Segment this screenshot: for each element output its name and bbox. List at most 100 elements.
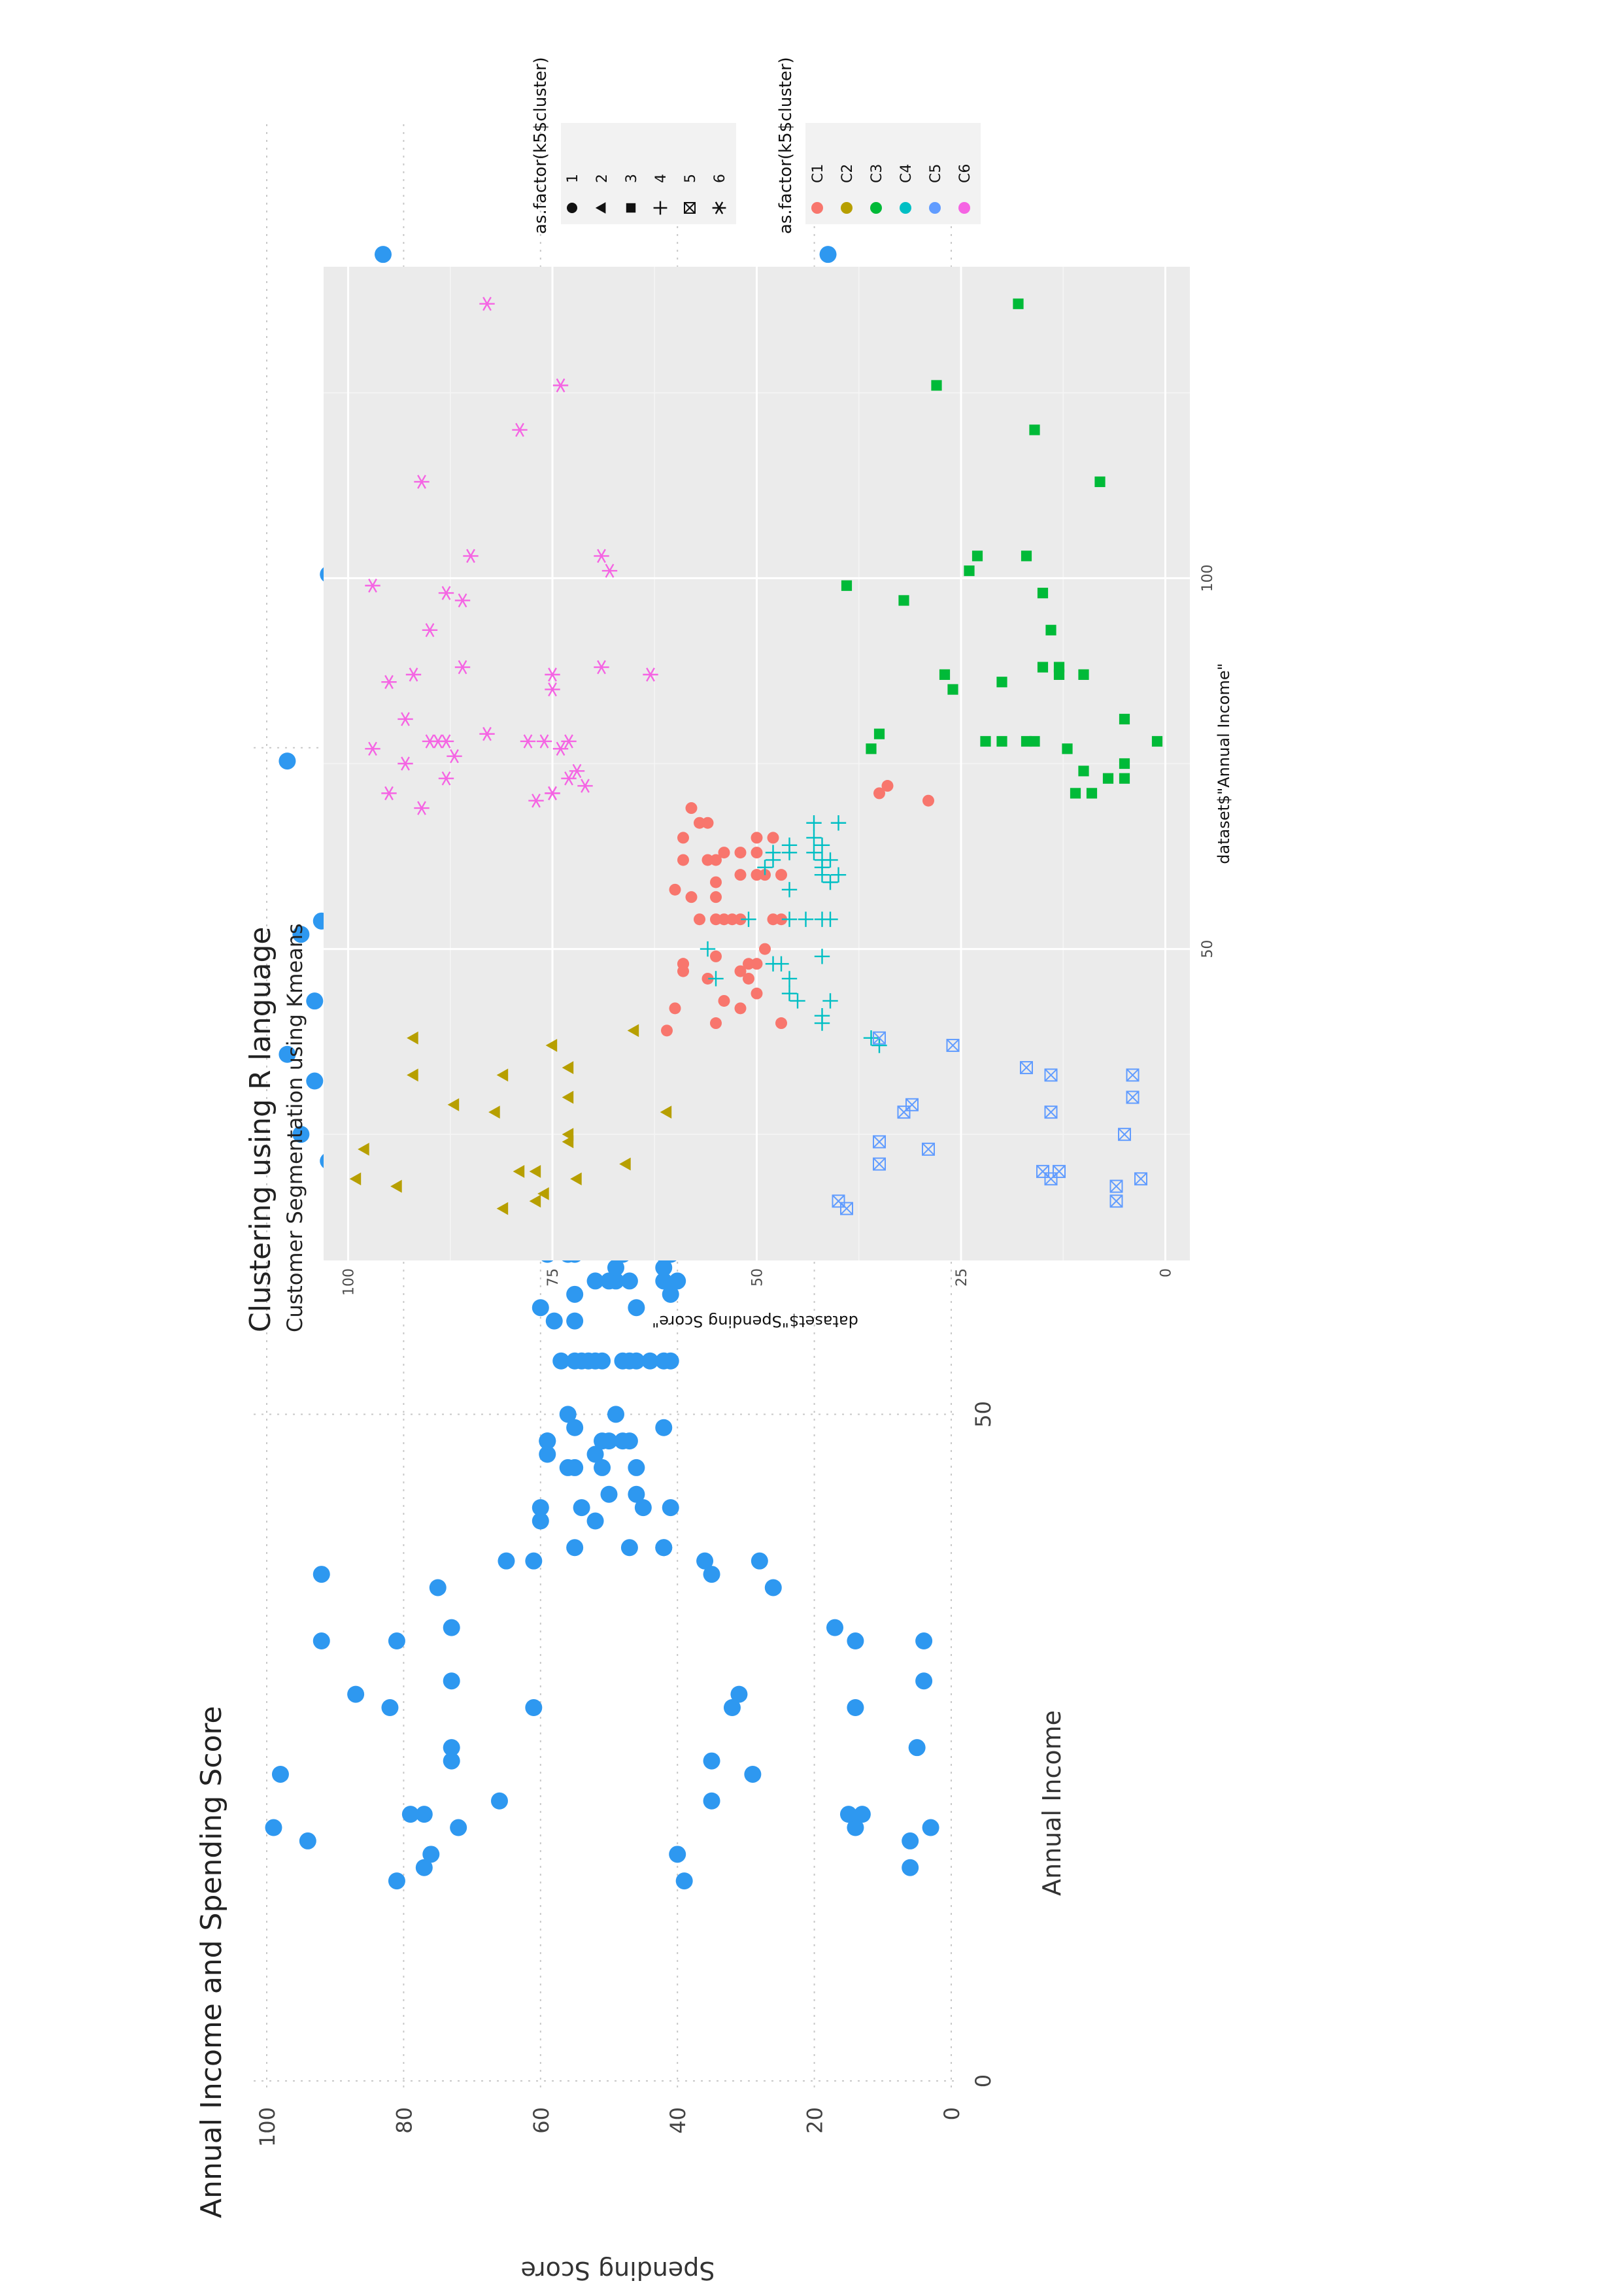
data-point <box>566 1352 584 1370</box>
data-point <box>703 1566 720 1583</box>
data-point-c1 <box>751 869 763 881</box>
data-point-c3 <box>939 669 951 680</box>
data-point-c6 <box>365 741 380 756</box>
data-point <box>313 1566 330 1583</box>
legend-color: as.factor(k5$cluster) C1 C2 C3 C4 C5 C6 <box>776 57 981 234</box>
data-point-c2 <box>390 1179 402 1193</box>
data-point-c3 <box>996 677 1007 688</box>
data-point-c3 <box>1045 624 1056 635</box>
data-point-c5 <box>1126 1068 1140 1082</box>
data-point <box>600 1485 618 1503</box>
data-point-c3 <box>1029 735 1040 747</box>
legend-shape-label: 1 <box>565 174 581 183</box>
data-point-c4 <box>757 860 773 875</box>
data-point-c6 <box>479 726 495 741</box>
data-point-c6 <box>430 734 446 749</box>
data-point-c6 <box>438 771 454 786</box>
data-point-c3 <box>1078 669 1089 680</box>
legend-shape-items: 1 2 3 4 5 6 <box>561 123 736 224</box>
data-point-c5 <box>873 1157 886 1171</box>
data-point-c1 <box>734 869 747 881</box>
data-point-c5 <box>1118 1128 1131 1141</box>
data-point-c5 <box>873 1135 886 1149</box>
data-point <box>764 1579 782 1596</box>
data-point-c5 <box>832 1194 845 1208</box>
data-point <box>908 1739 926 1757</box>
data-point <box>620 1432 638 1450</box>
data-point-c3 <box>1053 662 1065 673</box>
data-point <box>566 1419 584 1436</box>
data-point <box>703 1752 720 1770</box>
data-point-c6 <box>601 564 618 578</box>
data-point-c5 <box>1044 1068 1058 1082</box>
data-point-c2 <box>545 1039 558 1052</box>
data-point <box>915 1632 933 1650</box>
data-point <box>271 1765 289 1783</box>
data-point <box>279 1045 296 1063</box>
legend-color-key <box>929 202 941 214</box>
legend-color-title: as.factor(k5$cluster) <box>776 57 796 234</box>
data-point <box>586 1512 604 1530</box>
data-point-c6 <box>414 801 430 815</box>
data-point <box>443 1752 460 1770</box>
data-point <box>586 1445 604 1463</box>
data-point <box>675 1872 693 1890</box>
data-point <box>566 1312 584 1330</box>
data-point <box>600 1432 618 1450</box>
data-point-c4 <box>806 815 822 831</box>
data-point-c3 <box>964 565 975 577</box>
data-point <box>381 1699 399 1716</box>
data-point <box>545 1312 563 1330</box>
data-point-c2 <box>570 1172 582 1186</box>
data-point-c1 <box>743 972 754 985</box>
data-point-c6 <box>545 682 560 697</box>
data-point-c2 <box>358 1142 369 1156</box>
data-point-c4 <box>781 882 798 898</box>
data-point <box>600 1272 618 1290</box>
data-point-c2 <box>529 1194 541 1208</box>
data-point-c2 <box>660 1106 672 1119</box>
data-point-c5 <box>1036 1164 1049 1178</box>
data-point-c4 <box>765 845 781 860</box>
legend-color-label: C6 <box>957 164 973 183</box>
data-point-c1 <box>661 1024 673 1037</box>
data-point-c6 <box>536 734 552 749</box>
data-point-c1 <box>751 847 763 859</box>
data-point <box>443 1672 460 1690</box>
data-point <box>539 1432 556 1450</box>
data-point <box>594 1459 611 1476</box>
data-point <box>552 1352 570 1370</box>
data-point-c1 <box>734 1002 747 1015</box>
data-point-c3 <box>866 743 877 754</box>
data-point-c4 <box>781 837 798 853</box>
data-point <box>628 1299 645 1317</box>
data-point-c1 <box>751 987 763 1000</box>
data-point-c4 <box>781 985 798 1002</box>
data-point <box>669 1272 686 1290</box>
data-point-c6 <box>414 475 430 489</box>
data-point <box>634 1499 652 1517</box>
data-point-c3 <box>1013 298 1024 309</box>
legend-shape-title: as.factor(k5$cluster) <box>531 57 550 234</box>
data-point-c6 <box>454 593 471 608</box>
data-point <box>415 1859 433 1876</box>
data-point <box>922 1819 939 1836</box>
data-points <box>349 296 1163 1215</box>
data-point-c6 <box>643 667 658 682</box>
legend-key-background <box>561 123 736 224</box>
data-point-c3 <box>1119 773 1130 784</box>
data-point-c2 <box>619 1157 631 1171</box>
data-point <box>532 1512 549 1530</box>
data-point <box>566 1539 584 1557</box>
data-point-c2 <box>407 1068 418 1082</box>
data-point-c1 <box>710 876 722 888</box>
data-point-c1 <box>751 832 763 844</box>
data-point-c1 <box>775 1017 787 1030</box>
data-point-c4 <box>806 845 822 860</box>
chart-title: Annual Income and Spending Score <box>195 1706 228 2218</box>
data-point-c2 <box>488 1106 500 1119</box>
data-point-c5 <box>1053 1164 1066 1178</box>
data-point <box>669 1846 686 1863</box>
data-point-c2 <box>447 1098 460 1111</box>
